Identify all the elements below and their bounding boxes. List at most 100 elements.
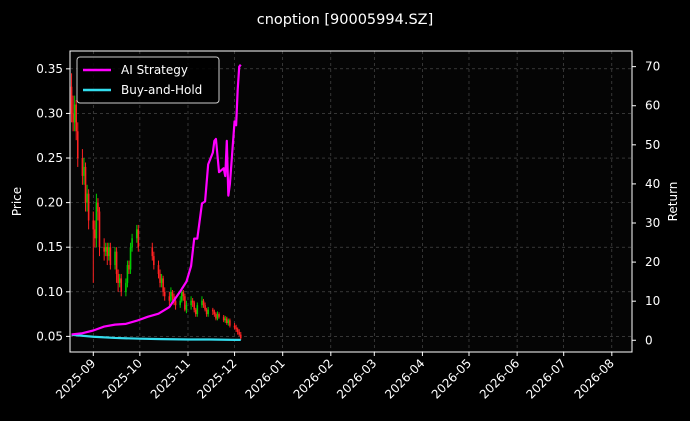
candle-body (194, 309, 197, 315)
candle-body (224, 318, 227, 321)
y-axis-label-right: Return (666, 182, 680, 222)
right-tick-label: 10 (645, 294, 660, 308)
candle-body (128, 265, 130, 270)
right-tick-label: 20 (645, 255, 660, 269)
candle-body (118, 278, 121, 283)
left-tick-label: 0.35 (36, 62, 63, 76)
right-tick-label: 30 (645, 216, 660, 230)
candle-body (84, 166, 87, 203)
candle-body (204, 305, 206, 310)
left-tick-label: 0.15 (36, 240, 63, 254)
candle-body (218, 314, 220, 317)
candle-body (184, 296, 186, 310)
candle-body (76, 131, 79, 159)
candle-body (126, 265, 129, 283)
candle-body (120, 278, 123, 292)
left-tick-label: 0.20 (36, 196, 63, 210)
candle-body (235, 327, 237, 330)
right-tick-label: 40 (645, 177, 660, 191)
left-tick-label: 0.30 (36, 106, 63, 120)
candle-body (92, 220, 95, 230)
candle-body (151, 247, 154, 257)
candle-body (72, 113, 74, 123)
candle-body (168, 296, 171, 301)
chart-title: cnoption [90005994.SZ] (257, 12, 434, 28)
candle-body (106, 247, 109, 257)
right-tick-label: 0 (645, 333, 653, 347)
candle-body (191, 300, 194, 303)
left-tick-label: 0.05 (36, 329, 63, 343)
candle-body (229, 320, 231, 326)
candle-body (114, 251, 116, 266)
candle-body (115, 251, 118, 274)
legend-label: Buy-and-Hold (121, 83, 202, 97)
legend: AI Strategy Buy-and-Hold (76, 56, 220, 104)
candle-body (159, 273, 161, 283)
candle-body (226, 318, 228, 324)
candle-body (108, 247, 110, 257)
candle-body (109, 247, 112, 266)
candle-body (83, 166, 85, 176)
line-series (71, 63, 242, 341)
candle-body (75, 104, 78, 132)
candle-body (196, 305, 199, 315)
candle-body (135, 229, 138, 239)
candlestick-series (70, 73, 242, 340)
candle-body (227, 320, 230, 324)
candle-body (129, 247, 132, 270)
right-y-axis: 0 10 20 30 40 50 60 70 (632, 60, 660, 347)
right-tick-label: 70 (645, 60, 660, 74)
candle-body (236, 329, 239, 332)
candle-body (70, 86, 73, 114)
candle-body (98, 211, 101, 248)
candle-body (73, 104, 76, 123)
candle-body (202, 300, 205, 306)
left-y-axis: 0.05 0.10 0.15 0.20 0.25 0.30 0.35 (36, 62, 70, 343)
candle-body (160, 278, 163, 283)
candle-body (207, 309, 209, 315)
candle-body (190, 300, 192, 306)
candle-body (222, 316, 225, 321)
candle-body (185, 305, 188, 310)
plot-frame (69, 50, 633, 353)
candle-body (182, 291, 185, 297)
y-axis-label-left: Price (10, 187, 24, 216)
candle-body (81, 158, 84, 176)
candle-body (233, 325, 236, 328)
candle-body (137, 229, 140, 248)
left-tick-label: 0.25 (36, 151, 63, 165)
right-tick-label: 50 (645, 138, 660, 152)
candle-body (205, 309, 208, 315)
candle-body (201, 300, 203, 306)
candle-body (117, 273, 119, 283)
left-tick-label: 0.10 (36, 285, 63, 299)
candle-body (216, 314, 219, 319)
candle-body (95, 202, 98, 239)
candle-body (170, 291, 172, 301)
candle-body (103, 247, 105, 252)
candle-body (104, 247, 107, 252)
candle-body (193, 302, 195, 310)
candle-body (179, 300, 182, 306)
candle-body (162, 278, 164, 292)
candle-body (212, 309, 214, 312)
candle-body (97, 202, 99, 212)
candle-body (180, 291, 183, 301)
series-line (71, 63, 242, 336)
candle-body (94, 229, 96, 239)
candle-body (239, 334, 242, 339)
candle-body (215, 314, 217, 319)
candle-body (171, 291, 174, 297)
legend-label: AI Strategy (121, 63, 188, 77)
candle-body (153, 256, 155, 266)
series-line (71, 333, 241, 341)
candle-body (157, 265, 160, 274)
legend-box (76, 56, 220, 104)
candle-body (213, 311, 216, 315)
candle-body (163, 291, 166, 297)
candle-body (238, 331, 241, 335)
right-tick-label: 60 (645, 99, 660, 113)
candle-body (131, 238, 133, 248)
candle-body (87, 193, 90, 221)
